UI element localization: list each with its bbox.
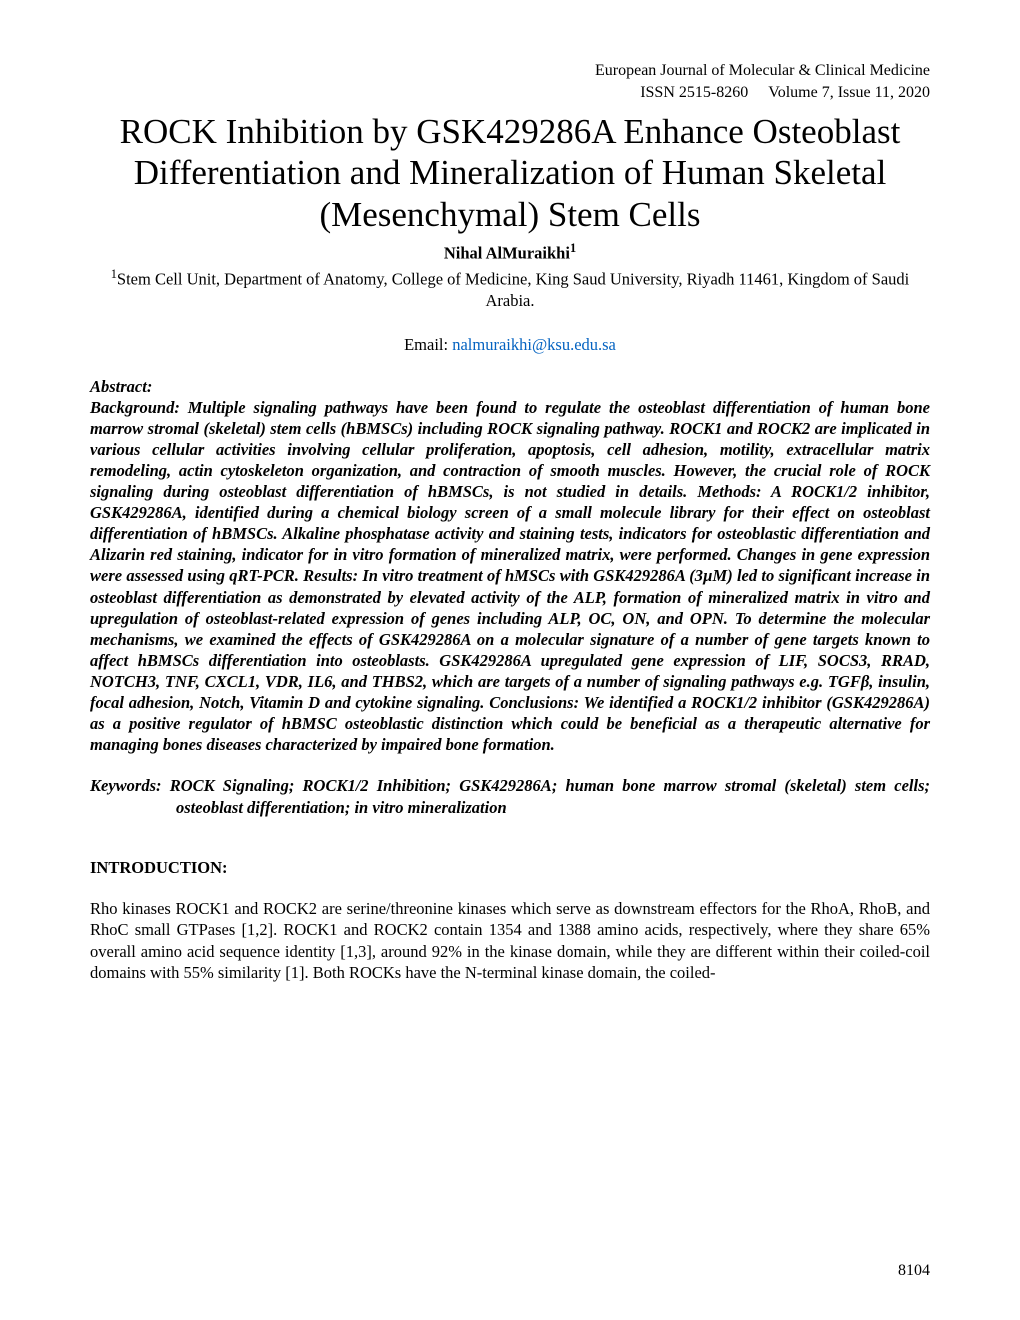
keywords-text: ROCK Signaling; ROCK1/2 Inhibition; GSK4… — [170, 776, 930, 816]
abstract-body: Background: Multiple signaling pathways … — [90, 397, 930, 756]
email-line: Email: nalmuraikhi@ksu.edu.sa — [90, 335, 930, 355]
email-link[interactable]: nalmuraikhi@ksu.edu.sa — [452, 335, 616, 354]
journal-issn-line: ISSN 2515-8260 Volume 7, Issue 11, 2020 — [90, 82, 930, 104]
paper-title: ROCK Inhibition by GSK429286A Enhance Os… — [90, 111, 930, 235]
page-number: 8104 — [898, 1262, 930, 1280]
author-sup: 1 — [570, 241, 576, 255]
page: European Journal of Molecular & Clinical… — [0, 0, 1020, 1320]
introduction-body: Rho kinases ROCK1 and ROCK2 are serine/t… — [90, 898, 930, 982]
journal-header: European Journal of Molecular & Clinical… — [90, 60, 930, 103]
author-name: Nihal AlMuraikhi — [444, 244, 570, 263]
introduction-heading: INTRODUCTION: — [90, 858, 930, 878]
email-label: Email: — [404, 335, 452, 354]
volume-issue: Volume 7, Issue 11, 2020 — [768, 84, 930, 101]
keywords-label: Keywords: — [90, 776, 170, 795]
abstract-heading: Abstract: — [90, 377, 930, 397]
affiliation-text: Stem Cell Unit, Department of Anatomy, C… — [117, 269, 909, 310]
author-line: Nihal AlMuraikhi1 — [90, 241, 930, 264]
journal-name: European Journal of Molecular & Clinical… — [90, 60, 930, 82]
affiliation: 1Stem Cell Unit, Department of Anatomy, … — [90, 266, 930, 313]
keywords: Keywords: ROCK Signaling; ROCK1/2 Inhibi… — [90, 775, 930, 818]
issn: ISSN 2515-8260 — [640, 84, 748, 101]
